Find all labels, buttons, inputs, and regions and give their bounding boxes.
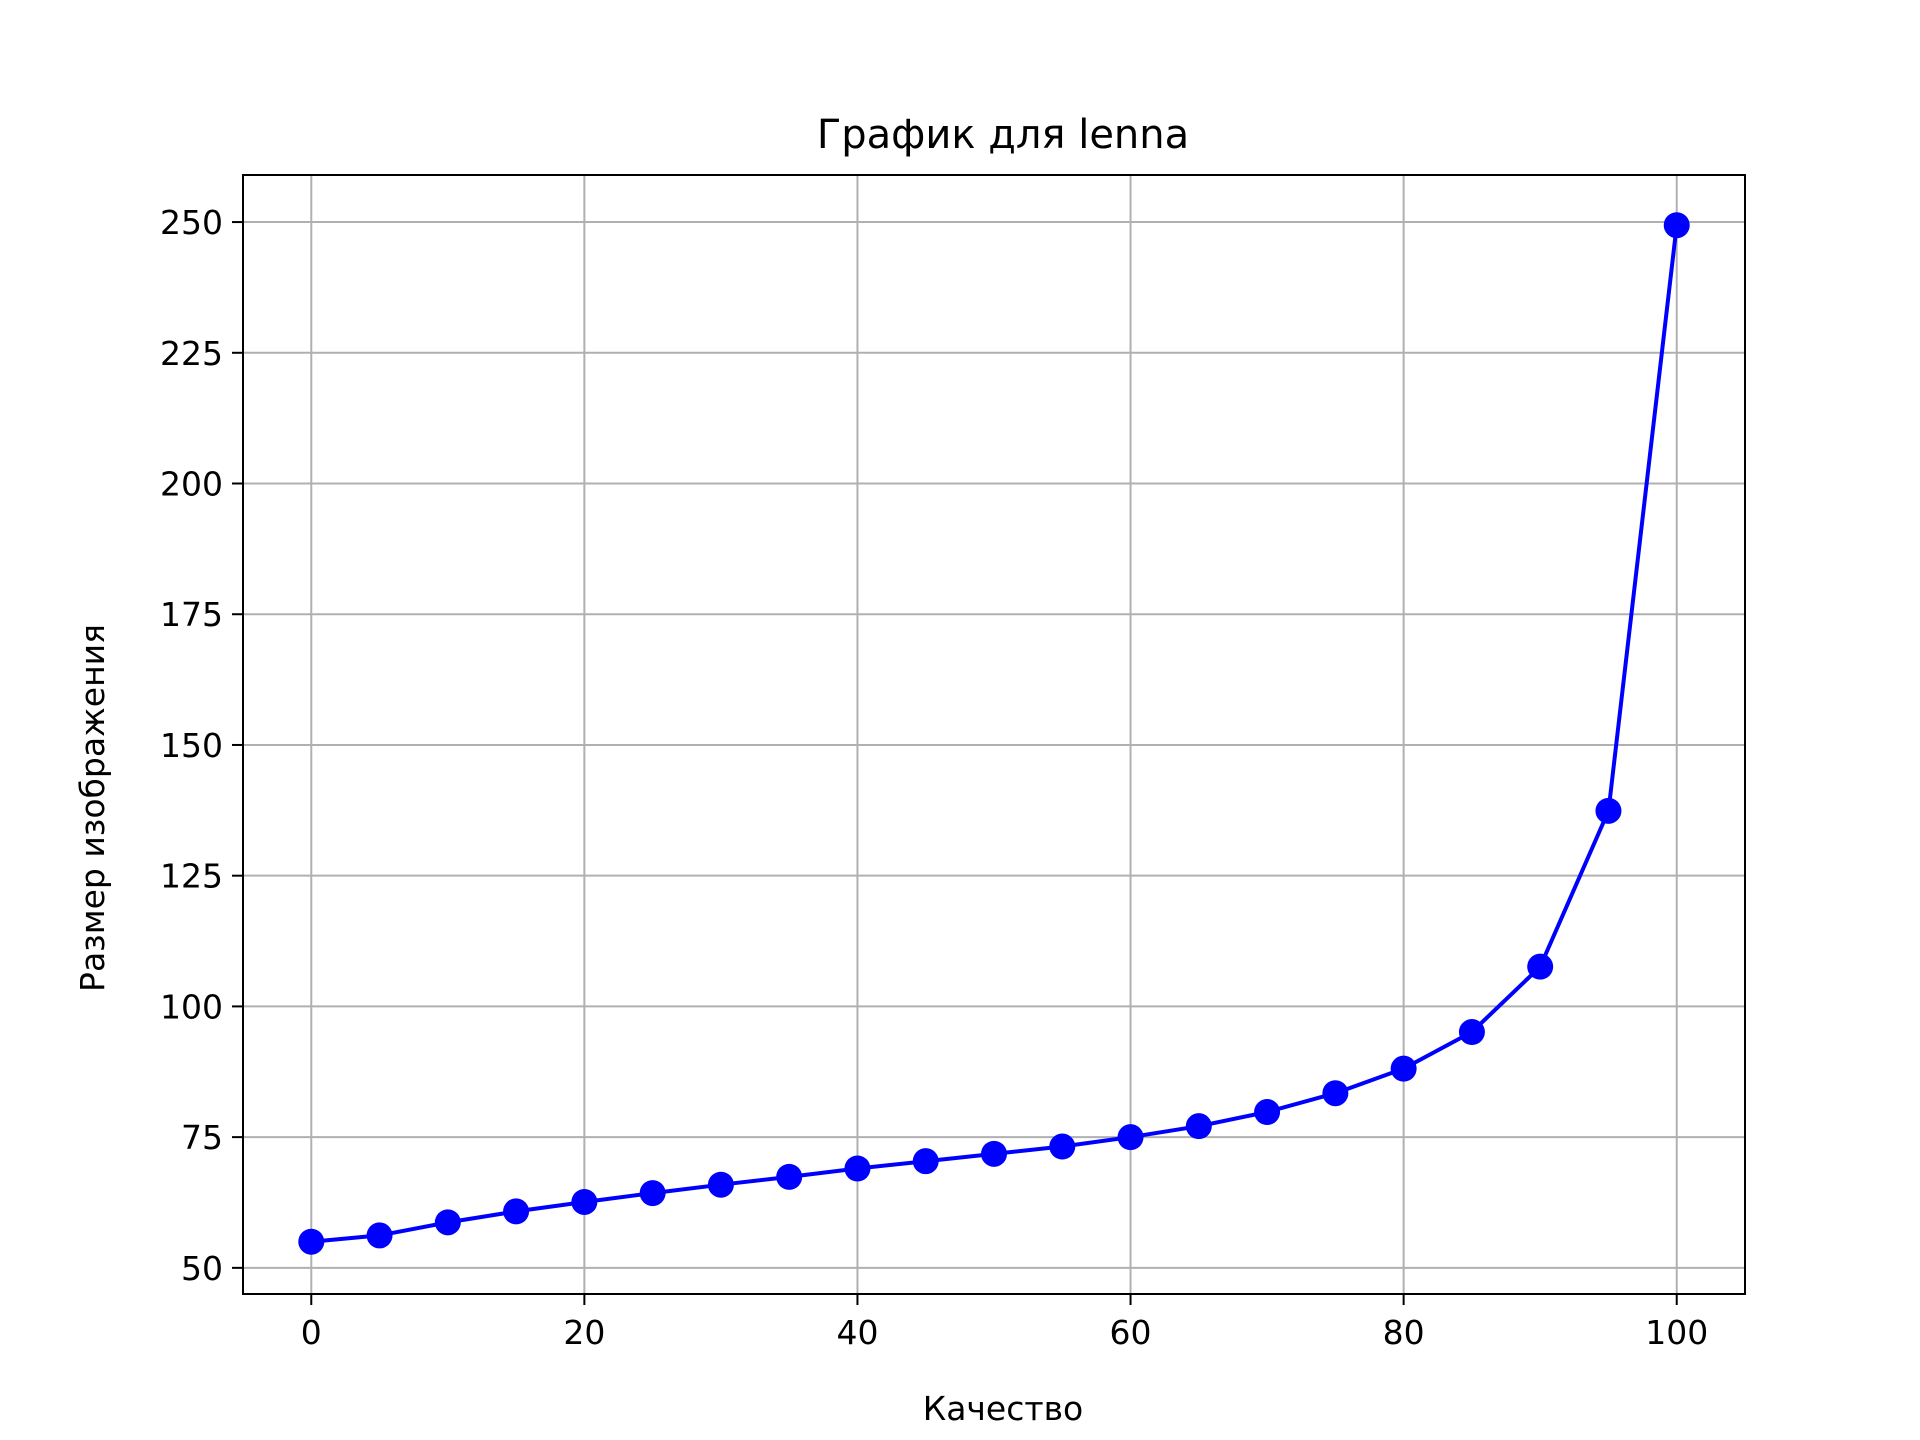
series-layer (298, 212, 1690, 1255)
x-tick-label: 60 (1110, 1313, 1152, 1352)
x-axis-label: Качество (923, 1389, 1083, 1428)
data-point (1322, 1080, 1349, 1107)
chart-title: График для lenna (817, 112, 1189, 158)
data-point (1185, 1113, 1212, 1140)
data-point (1049, 1133, 1076, 1160)
x-tick-label: 0 (301, 1313, 322, 1352)
data-point (434, 1209, 461, 1236)
data-point (1663, 212, 1690, 239)
y-tick-label: 50 (181, 1249, 223, 1288)
data-point (366, 1222, 393, 1249)
y-tick-label: 75 (181, 1118, 223, 1157)
x-tick-label: 40 (836, 1313, 878, 1352)
plot-frame (242, 174, 1746, 1295)
data-point (571, 1188, 598, 1215)
data-point (639, 1180, 666, 1207)
data-point (912, 1148, 939, 1175)
data-point (1527, 953, 1554, 980)
x-tick-label: 100 (1645, 1313, 1708, 1352)
data-point (1458, 1019, 1485, 1046)
data-point (707, 1171, 734, 1198)
y-tick-label: 225 (160, 334, 223, 373)
y-axis: 50 75 100 125 150 175 200 225 250 (160, 203, 243, 1288)
x-axis: 0 20 40 60 80 100 (301, 1294, 1708, 1352)
data-point (1390, 1055, 1417, 1082)
data-point (298, 1228, 325, 1255)
y-tick-label: 175 (160, 595, 223, 634)
data-point (1117, 1124, 1144, 1151)
data-point (1254, 1099, 1281, 1126)
y-axis-label: Размер изображения (73, 624, 112, 992)
data-point (503, 1198, 530, 1225)
data-point (844, 1155, 871, 1182)
data-point (776, 1163, 803, 1190)
data-point (1595, 797, 1622, 824)
y-tick-label: 200 (160, 465, 223, 504)
grid (243, 175, 1745, 1294)
data-point (981, 1140, 1007, 1167)
x-tick-label: 20 (563, 1313, 605, 1352)
y-tick-label: 100 (160, 987, 223, 1026)
y-tick-label: 150 (160, 726, 223, 765)
y-tick-label: 125 (160, 857, 223, 896)
x-tick-label: 80 (1383, 1313, 1425, 1352)
y-tick-label: 250 (160, 203, 223, 242)
